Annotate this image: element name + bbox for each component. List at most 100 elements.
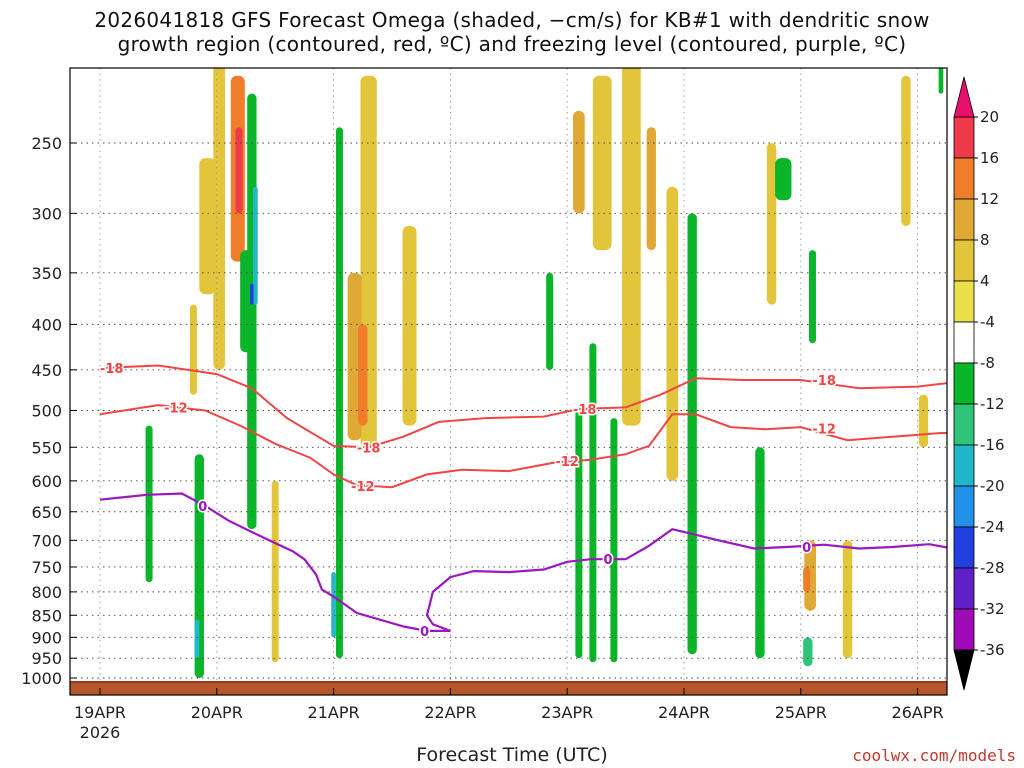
omega-cell-38 <box>803 637 813 667</box>
label-minus-18: -18 <box>357 441 381 456</box>
omega-cell-0 <box>213 68 225 370</box>
colorbar-segment-0 <box>953 116 975 159</box>
omega-cell-6 <box>358 324 368 426</box>
colorbar-label--8: -8 <box>980 354 995 372</box>
y-tick-label-950: 950 <box>31 649 62 668</box>
label-minus-18: -18 <box>573 403 597 418</box>
omega-cell-22 <box>247 93 257 530</box>
x-tick-label-20APR: 20APR <box>191 703 243 722</box>
colorbar-label--4: -4 <box>980 313 995 331</box>
omega-cell-15 <box>842 540 853 659</box>
contour-freezing-level <box>99 492 947 632</box>
omega-cell-34 <box>687 213 697 655</box>
omega-cell-27 <box>145 425 153 583</box>
omega-cell-8 <box>592 75 612 251</box>
y-axis-ticks: 250 300 350 400 450 500 550 600 650 700 750 800 850 9… <box>21 134 77 688</box>
omega-cell-32 <box>589 343 597 663</box>
colorbar-label-16: 16 <box>980 149 999 167</box>
contour-minus-12 <box>99 404 947 489</box>
y-tick-label-650: 650 <box>31 503 62 522</box>
plot-frame <box>69 67 948 696</box>
ground-fill <box>70 681 947 695</box>
label-minus-18: -18 <box>812 374 836 389</box>
x-tick-label-25APR: 25APR <box>775 703 827 722</box>
colorbar-label--12: -12 <box>980 395 1005 413</box>
x-tick-label-24APR: 24APR <box>658 703 710 722</box>
x-tick-label-19APR: 19APR <box>74 703 126 722</box>
label-minus-18: -18 <box>100 362 124 377</box>
contour-minus-18 <box>99 364 947 449</box>
colorbar-segment-10 <box>953 526 975 569</box>
colorbar-label-12: 12 <box>980 190 999 208</box>
y-tick-label-850: 850 <box>31 606 62 625</box>
colorbar-label-4: 4 <box>980 272 990 290</box>
y-tick-label-900: 900 <box>31 628 62 647</box>
grid-lines <box>70 68 947 695</box>
y-tick-label-550: 550 <box>31 438 62 457</box>
label-freezing-0: 0 <box>420 625 429 640</box>
x-axis-label: Forecast Time (UTC) <box>416 744 608 766</box>
colorbar-segment-6 <box>953 362 975 405</box>
y-tick-label-450: 450 <box>31 361 62 380</box>
omega-cell-35 <box>755 447 765 659</box>
colorbar-label--36: -36 <box>980 641 1005 659</box>
colorbar-segment-1 <box>953 157 975 200</box>
omega-cell-20 <box>189 304 197 395</box>
y-tick-label-350: 350 <box>31 264 62 283</box>
ground-strip <box>70 681 947 695</box>
omega-shading <box>145 68 944 678</box>
omega-cell-7 <box>402 226 417 426</box>
colorbar-segment-12 <box>953 608 975 651</box>
omega-cell-23 <box>253 186 258 305</box>
x-axis-ticks: 19APR 20APR 21APR 22APR 23APR 24APR 25APR 26APR… <box>74 688 944 742</box>
omega-cell-17 <box>766 143 777 305</box>
omega-cell-24 <box>250 283 254 305</box>
ground-edge <box>70 681 947 683</box>
credit-text: coolwx.com/models <box>852 746 1016 765</box>
y-tick-label-300: 300 <box>31 204 62 223</box>
colorbar: 20 16 12 8 4 -4 -8 -12 -16 -20 -24 -28 -32 -36 <box>953 76 1005 691</box>
omega-cell-13 <box>804 540 816 611</box>
omega-cell-10 <box>622 68 641 426</box>
colorbar-segment-4 <box>953 280 975 323</box>
omega-cell-39 <box>938 68 944 94</box>
omega-cell-2 <box>235 127 243 214</box>
colorbar-label-20: 20 <box>980 108 999 126</box>
x-tick-year: 2026 <box>80 723 121 742</box>
omega-cell-31 <box>575 410 583 659</box>
label-freezing-0: 0 <box>604 553 613 568</box>
colorbar-segment-9 <box>953 485 975 528</box>
omega-cell-16 <box>918 394 929 448</box>
label-minus-12: -12 <box>555 455 579 470</box>
chart-title-line-2: growth region (contoured, red, ºC) and f… <box>117 32 907 56</box>
colorbar-top-arrow <box>953 76 975 118</box>
omega-cell-30 <box>546 272 554 370</box>
colorbar-label--28: -28 <box>980 559 1005 577</box>
label-minus-12: -12 <box>164 401 188 416</box>
y-tick-label-400: 400 <box>31 315 62 334</box>
x-tick-label-21APR: 21APR <box>308 703 360 722</box>
omega-cell-3 <box>199 158 216 295</box>
y-tick-label-750: 750 <box>31 558 62 577</box>
omega-cell-28 <box>335 127 343 659</box>
y-tick-label-600: 600 <box>31 472 62 491</box>
colorbar-segment-5 <box>953 321 975 364</box>
colorbar-segment-7 <box>953 403 975 446</box>
y-tick-label-500: 500 <box>31 402 62 421</box>
omega-cell-37 <box>808 250 816 344</box>
colorbar-segment-11 <box>953 567 975 610</box>
omega-cell-26 <box>194 619 200 659</box>
omega-cell-36 <box>775 158 792 201</box>
contour-layer: -18 -18 -18 -18 -12 -12 -12 -12 0 0 0 0 <box>98 361 947 641</box>
omega-cell-19 <box>271 480 279 663</box>
omega-cell-14 <box>803 566 811 592</box>
colorbar-label--20: -20 <box>980 477 1005 495</box>
omega-cell-9 <box>573 110 585 214</box>
y-tick-label-250: 250 <box>31 134 62 153</box>
chart-title-line-1: 2026041818 GFS Forecast Omega (shaded, −… <box>94 8 930 32</box>
x-tick-label-23APR: 23APR <box>541 703 593 722</box>
label-minus-12: -12 <box>351 480 375 495</box>
x-tick-label-26APR: 26APR <box>892 703 944 722</box>
colorbar-label--24: -24 <box>980 518 1005 536</box>
